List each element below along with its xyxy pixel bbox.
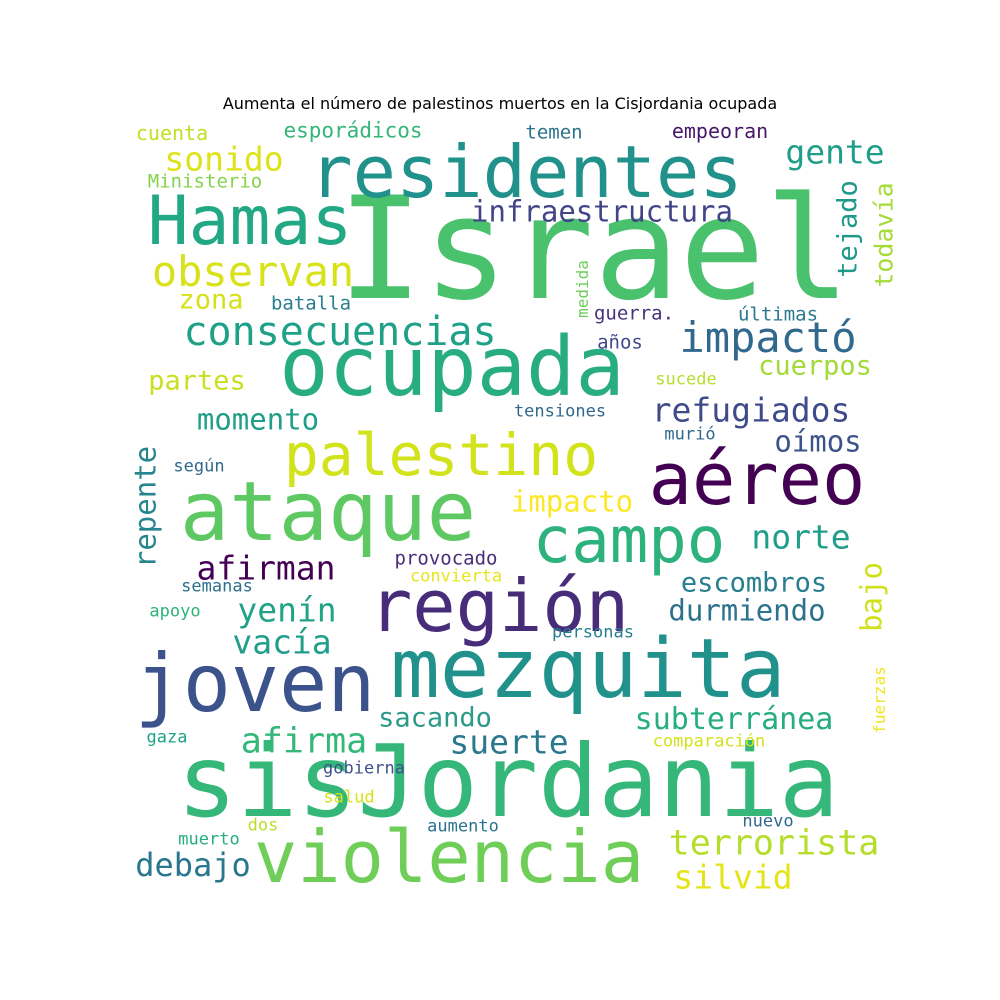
word-57: provocado — [394, 547, 498, 570]
word-37: partes — [148, 365, 246, 397]
word-6: aéreo — [648, 437, 866, 521]
word-4: palestino — [283, 421, 599, 489]
word-14: consecuencias — [183, 309, 497, 355]
word-7: campo — [532, 504, 726, 578]
word-30: suerte — [449, 722, 569, 762]
word-2: Hamas — [147, 182, 353, 261]
word-12: violencia — [253, 815, 645, 899]
word-58: convierta — [409, 566, 503, 587]
word-10: joven — [134, 637, 376, 730]
word-11: sisJordania — [176, 723, 840, 840]
word-13: infraestructura — [471, 194, 733, 229]
word-68: dos — [247, 815, 279, 836]
word-40: todavía — [869, 182, 899, 288]
word-42: bajo — [854, 562, 889, 632]
word-38: zona — [178, 284, 244, 316]
word-62: fuerzas — [870, 666, 889, 734]
word-27: vacía — [232, 622, 332, 662]
word-66: salud — [323, 787, 375, 808]
word-5: ataque — [179, 465, 477, 560]
word-29: afirma — [240, 721, 368, 762]
word-55: murió — [664, 424, 716, 445]
word-43: cuenta — [135, 121, 209, 145]
word-32: terrorista — [668, 823, 880, 864]
word-49: medida — [573, 260, 592, 318]
word-39: tejado — [832, 180, 864, 278]
word-19: gente — [785, 132, 885, 172]
word-25: durmiendo — [668, 593, 826, 628]
word-16: impactó — [679, 313, 857, 362]
word-9: mezquita — [390, 622, 786, 717]
word-20: momento — [196, 402, 320, 437]
word-47: Ministerio — [147, 170, 263, 193]
word-8: región — [368, 564, 630, 648]
word-24: yenín — [237, 590, 337, 630]
word-18: sonido — [164, 139, 284, 179]
word-21: oímos — [774, 424, 862, 459]
word-53: sucede — [655, 369, 717, 390]
word-17: refugiados — [651, 390, 851, 430]
word-41: repente — [128, 445, 163, 569]
word-61: personas — [552, 622, 634, 643]
word-45: temen — [525, 121, 583, 144]
word-65: gobierna — [323, 758, 405, 779]
word-26: escombros — [680, 567, 828, 599]
word-60: apoyo — [149, 601, 201, 622]
word-28: subterránea — [634, 702, 834, 737]
word-3: ocupada — [279, 320, 625, 415]
word-22: norte — [751, 517, 851, 557]
word-46: empeoran — [671, 119, 769, 143]
word-59: semanas — [181, 576, 253, 597]
word-23: afirman — [196, 548, 336, 588]
word-54: tensiones — [513, 401, 607, 422]
word-31: sacando — [378, 702, 492, 734]
word-48: batalla — [270, 292, 352, 315]
word-69: aumento — [427, 816, 499, 837]
word-51: últimas — [737, 303, 819, 326]
word-56: según — [173, 456, 225, 477]
chart-title: Aumenta el número de palestinos muertos … — [222, 94, 778, 113]
word-36: cuerpos — [758, 350, 872, 382]
word-63: gaza — [146, 727, 188, 748]
word-1: residentes — [309, 130, 743, 214]
word-15: observan — [151, 247, 355, 296]
word-64: comparación — [652, 731, 766, 752]
word-33: debajo — [135, 846, 251, 884]
word-44: esporádicos — [283, 118, 423, 143]
word-35: impacto — [510, 484, 634, 519]
word-34: silvid — [673, 857, 793, 897]
word-70: nuevo — [742, 811, 794, 832]
word-52: años — [597, 331, 643, 354]
word-67: muerto — [178, 829, 240, 850]
word-0: Israel — [337, 167, 851, 332]
word-50: guerra. — [593, 302, 675, 325]
